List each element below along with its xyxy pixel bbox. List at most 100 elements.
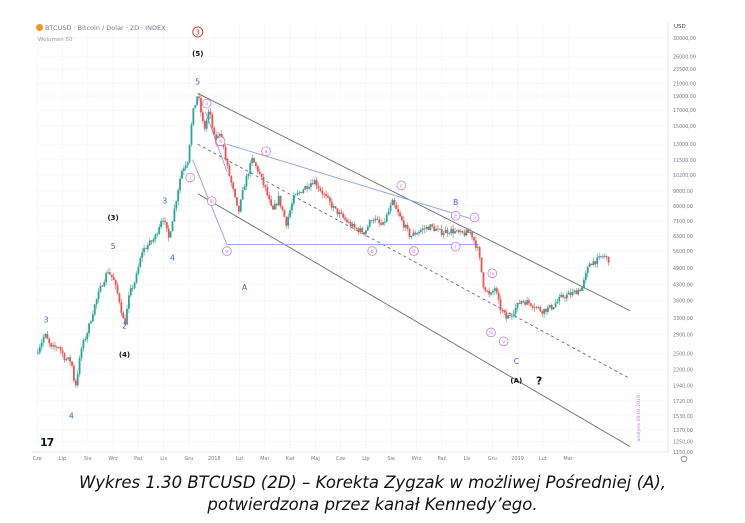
candle-body	[175, 201, 178, 209]
wave-label-intermediate: ?	[536, 374, 542, 387]
candle-body	[374, 218, 377, 221]
candle-body	[118, 293, 121, 303]
x-tick-label: 2018	[208, 456, 221, 462]
candle-body	[397, 208, 400, 213]
candle-body	[410, 235, 413, 237]
candle-body	[146, 245, 149, 250]
candle-body	[122, 312, 125, 319]
candle-body	[548, 305, 551, 308]
candle-body	[382, 221, 384, 225]
x-tick-label: Lut	[539, 456, 547, 462]
wave-label-circle	[367, 246, 378, 256]
candle-body	[207, 111, 210, 121]
candle-body	[336, 208, 339, 215]
candle-body	[383, 221, 386, 223]
x-tick-label: Lip	[362, 456, 369, 462]
wave-label-circle	[215, 136, 226, 147]
candle-body	[387, 211, 390, 215]
candle-body	[300, 192, 303, 194]
y-tick-label: 13000,00	[673, 142, 696, 148]
y-tick-label: 2200,00	[673, 368, 693, 374]
candle-body	[499, 299, 502, 310]
candle-body	[514, 307, 517, 314]
candle-body	[473, 237, 475, 241]
date-stamp: analysis 26.04.2019	[636, 395, 642, 441]
candle-body	[93, 304, 96, 315]
candle-body	[46, 334, 49, 339]
candle-body	[76, 374, 79, 386]
candle-body	[359, 228, 362, 233]
wave-label-main: 5	[111, 242, 116, 251]
candle-body	[182, 168, 185, 171]
y-tick-label: 2900,00	[673, 333, 693, 339]
candle-body	[510, 315, 513, 317]
y-tick-label: 6300,00	[673, 234, 693, 240]
x-tick-label: Lis	[464, 456, 471, 462]
candle-body	[528, 300, 530, 304]
candle-body	[419, 229, 422, 232]
wave-label-circle	[261, 146, 271, 157]
tradingview-logo: 17	[40, 436, 54, 449]
y-tick-label: 1530,00	[673, 414, 693, 420]
gear-icon	[680, 455, 688, 463]
candle-body	[126, 308, 128, 325]
candle-body	[421, 228, 424, 230]
candle-body	[226, 158, 229, 166]
candle-body	[444, 229, 447, 234]
wave-label-minor: iii	[489, 330, 493, 336]
candle-body	[476, 247, 479, 248]
x-tick-label: Mar	[563, 456, 573, 462]
candle-body	[112, 276, 115, 281]
candle-body	[344, 217, 346, 220]
candle-body	[594, 261, 597, 265]
candle-body	[308, 187, 310, 189]
wave-label-intermediate: (5)	[192, 50, 203, 58]
candle-body	[321, 190, 324, 194]
candle-body	[365, 230, 367, 235]
candle-body	[194, 104, 197, 109]
wave-label-circle	[487, 268, 498, 279]
candle-body	[145, 248, 147, 250]
candle-body	[319, 188, 322, 191]
candle-body	[533, 307, 536, 309]
candle-body	[440, 228, 443, 235]
candle-body	[605, 256, 608, 257]
candle-body	[311, 183, 314, 185]
candle-body	[418, 231, 420, 234]
candle-body	[577, 289, 580, 295]
y-tick-label: 19000,00	[673, 94, 696, 100]
y-tick-label: 1150,00	[673, 450, 693, 456]
candle-body	[304, 186, 307, 190]
candle-body	[82, 340, 85, 349]
x-tick-label: Sie	[84, 456, 92, 462]
wave-label-intermediate: (3)	[107, 214, 118, 222]
x-tick-label: Lut	[236, 456, 244, 462]
x-tick-label: 2019	[511, 456, 524, 462]
wave-label-circle	[192, 26, 204, 38]
currency-label[interactable]: USD	[674, 24, 686, 30]
candle-body	[188, 144, 191, 163]
candle-body	[237, 205, 240, 212]
candle-body	[262, 176, 265, 185]
candle-body	[162, 220, 164, 222]
y-tick-label: 30000,00	[673, 36, 696, 42]
candle-body	[463, 232, 466, 236]
wave-label-primary: 3	[196, 28, 200, 36]
y-tick-label: 5600,00	[673, 249, 693, 255]
wave-label-main: B	[453, 198, 458, 207]
candle-body	[539, 307, 542, 312]
candle-body	[158, 226, 161, 234]
candle-body	[279, 195, 282, 207]
candle-body	[141, 252, 144, 259]
candle-body	[459, 231, 462, 233]
wave-label-circle	[206, 196, 217, 206]
candle-body	[84, 339, 87, 341]
wave-label-circle	[396, 180, 407, 191]
candle-body	[497, 292, 500, 300]
candle-body	[565, 294, 568, 299]
candle-body	[131, 287, 134, 289]
candle-body	[42, 337, 45, 343]
candle-body	[270, 199, 273, 206]
candle-body	[306, 186, 309, 189]
trendline-channel-upper	[197, 93, 631, 312]
